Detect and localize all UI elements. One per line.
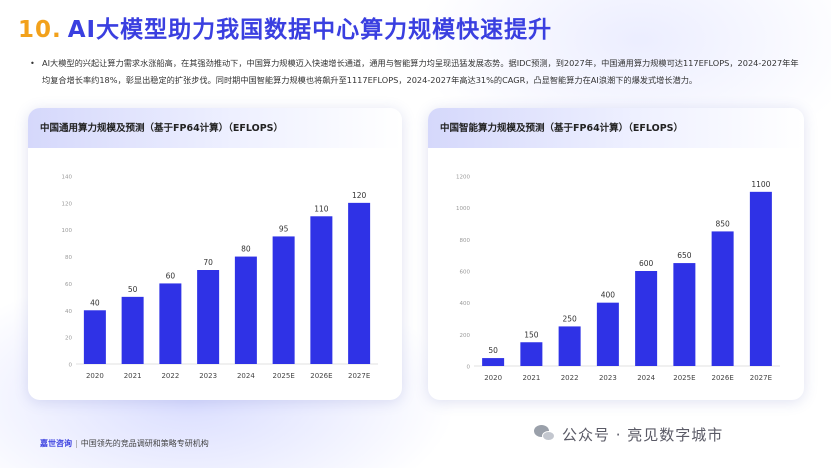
footer-separator: | — [75, 439, 78, 448]
y-tick-label: 100 — [62, 228, 73, 234]
bar — [711, 231, 734, 366]
y-tick-label: 800 — [460, 238, 471, 244]
bar — [749, 191, 772, 366]
x-tick-label: 2022 — [561, 374, 579, 382]
bar-value-label: 400 — [601, 291, 616, 300]
y-tick-label: 1200 — [456, 175, 470, 181]
bullet-marker: • — [30, 58, 35, 68]
chart-card-general: 中国通用算力规模及预测（基于FP64计算）（EFLOPS） 0 20 40 60 80 1… — [28, 108, 402, 400]
bar — [482, 358, 505, 366]
bar — [121, 296, 144, 364]
bar-value-label: 150 — [524, 330, 539, 339]
y-tick-label: 80 — [65, 255, 72, 261]
x-tick-label: 2025E — [273, 372, 295, 380]
footer-tagline: 中国领先的竞品调研和策略专研机构 — [80, 439, 209, 448]
chart-card-header — [28, 108, 402, 148]
x-tick-label: 2024 — [237, 372, 255, 380]
bar — [348, 202, 371, 364]
bar-value-label: 110 — [314, 204, 329, 213]
y-tick-label: 200 — [460, 333, 471, 339]
bar-value-label: 1100 — [751, 180, 770, 189]
bar — [272, 236, 295, 364]
y-tick-label: 400 — [460, 301, 471, 307]
wechat-account: 公众号 · 亮见数字城市 — [534, 422, 723, 446]
summary-paragraph: AI大模型的兴起让算力需求水涨船高，在其强劲推动下，中国算力规模迈入快速增长通道… — [42, 58, 799, 85]
bar-chart-intelligent: 0 200 400 600 800 1000 1200 50 2020 150 2021 250 202… — [456, 175, 780, 382]
bar — [310, 216, 333, 364]
x-tick-label: 2022 — [161, 372, 179, 380]
chart-card-header — [428, 108, 804, 148]
x-tick-label: 2025E — [673, 374, 695, 382]
bar-value-label: 50 — [488, 346, 498, 355]
bar-value-label: 70 — [203, 258, 213, 267]
section-title: AI大模型助力我国数据中心算力规模快速提升 — [67, 17, 553, 43]
y-tick-label: 1000 — [456, 206, 470, 212]
bar-value-label: 120 — [352, 191, 367, 200]
footer: 嘉世咨询 | 中国领先的竞品调研和策略专研机构 — [40, 438, 209, 449]
footer-brand: 嘉世咨询 — [40, 439, 72, 448]
x-tick-label: 2023 — [199, 372, 217, 380]
bar-value-label: 850 — [715, 219, 730, 228]
bar — [558, 326, 581, 366]
chart-title-intelligent: 中国智能算力规模及预测（基于FP64计算）（EFLOPS） — [440, 123, 683, 134]
bar — [83, 310, 106, 364]
bar — [673, 263, 696, 366]
bar-value-label: 600 — [639, 259, 654, 268]
y-tick-label: 60 — [65, 282, 72, 288]
page-title: 10. AI大模型助力我国数据中心算力规模快速提升 — [18, 10, 552, 44]
bar-value-label: 95 — [279, 224, 289, 233]
bar — [234, 256, 257, 364]
y-tick-label: 0 — [467, 365, 471, 371]
bar-value-label: 50 — [128, 285, 138, 294]
x-tick-label: 2027E — [750, 374, 772, 382]
x-tick-label: 2021 — [124, 372, 142, 380]
y-tick-label: 40 — [65, 309, 72, 315]
y-tick-label: 20 — [65, 336, 72, 342]
chart-title-general: 中国通用算力规模及预测（基于FP64计算）（EFLOPS） — [40, 123, 283, 134]
bar — [197, 270, 220, 364]
x-tick-label: 2021 — [522, 374, 540, 382]
x-tick-label: 2024 — [637, 374, 655, 382]
bar-chart-general: 0 20 40 60 80 100 120 140 40 2020 50 2021 60 2022 70 20… — [62, 175, 378, 380]
bar — [635, 271, 658, 366]
wechat-label: 公众号 · 亮见数字城市 — [562, 425, 724, 444]
bar-value-label: 40 — [90, 298, 100, 307]
x-tick-label: 2027E — [348, 372, 370, 380]
bar — [596, 302, 619, 366]
bar-value-label: 80 — [241, 245, 251, 254]
y-tick-label: 140 — [62, 175, 73, 181]
bar-value-label: 250 — [562, 314, 577, 323]
x-tick-label: 2023 — [599, 374, 617, 382]
bar-value-label: 60 — [166, 271, 176, 280]
y-tick-label: 0 — [69, 363, 73, 369]
chart-card-intelligent: 中国智能算力规模及预测（基于FP64计算）（EFLOPS） 0 200 400 600… — [428, 108, 804, 400]
y-tick-label: 600 — [460, 270, 471, 276]
x-tick-label: 2020 — [484, 374, 502, 382]
x-tick-label: 2026E — [310, 372, 332, 380]
bar-value-label: 650 — [677, 251, 692, 260]
bar — [520, 342, 543, 366]
y-tick-label: 120 — [62, 201, 73, 207]
bar — [159, 283, 182, 364]
x-tick-label: 2020 — [86, 372, 104, 380]
x-tick-label: 2026E — [712, 374, 734, 382]
wechat-icon — [534, 425, 556, 443]
section-number: 10. — [18, 17, 62, 43]
